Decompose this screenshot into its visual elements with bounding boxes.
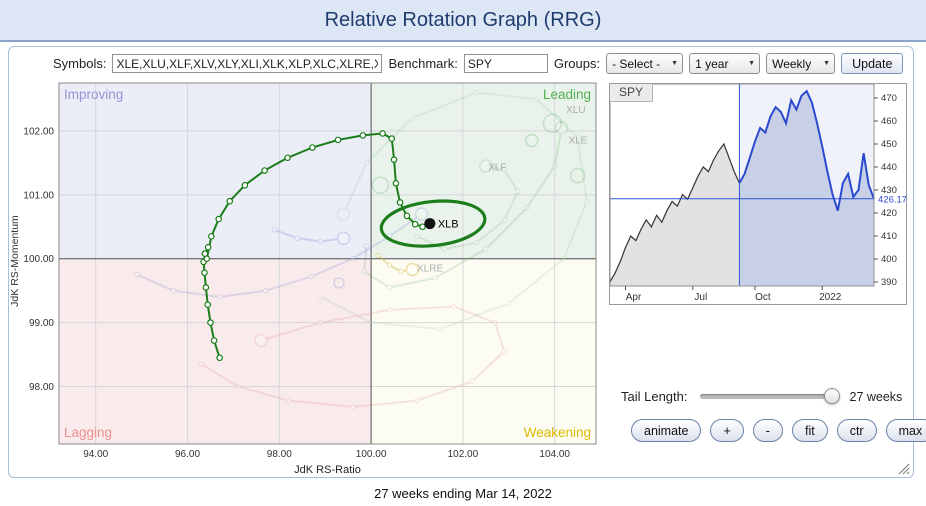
spy-symbol-label: SPY — [610, 84, 654, 102]
tail-length-slider[interactable] — [699, 388, 840, 404]
rrg-chart[interactable]: JdK RS-Momentum 94.00 96.00 98.00 100.00 102… — [9, 77, 617, 485]
svg-text:98.00: 98.00 — [267, 449, 292, 460]
svg-text:Jul: Jul — [694, 292, 707, 303]
faded-symbol-label: XLE — [568, 136, 587, 147]
rrg-x-axis-label: JdK RS-Ratio — [294, 464, 361, 476]
benchmark-input[interactable] — [463, 54, 548, 73]
svg-text:420: 420 — [881, 208, 897, 219]
svg-text:96.00: 96.00 — [175, 449, 200, 460]
faded-symbol-label: XLRE — [417, 263, 443, 274]
svg-text:470: 470 — [881, 93, 897, 104]
svg-text:410: 410 — [881, 231, 897, 242]
svg-text:460: 460 — [881, 116, 897, 127]
groups-select[interactable]: - Select - ▼ — [606, 53, 684, 74]
faded-trail — [134, 207, 429, 300]
period-select-value: 1 year — [695, 56, 729, 71]
spy-svg: 470 460 450 440 430 420 410 400 390 426.17 Apr Jul O… — [610, 84, 906, 303]
frequency-select-value: Weekly — [772, 56, 812, 71]
chevron-down-icon: ▼ — [823, 60, 831, 67]
faded-trail — [272, 227, 351, 246]
spy-line-tail — [738, 89, 875, 212]
period-select[interactable]: 1 year ▼ — [689, 53, 761, 74]
xlb-marker[interactable] — [424, 218, 436, 230]
main-panel: Symbols: Benchmark: Groups: - Select - ▼… — [8, 46, 926, 478]
quadrant-label-weakening: Weakening — [524, 425, 591, 440]
groups-label: Groups: — [553, 56, 601, 71]
rrg-svg[interactable]: 94.00 96.00 98.00 100.00 102.00 104.00 102.00 1… — [17, 77, 609, 482]
tail-length-slider-handle[interactable] — [823, 388, 840, 404]
center-button[interactable]: ctr — [836, 419, 877, 442]
svg-text:2022: 2022 — [819, 292, 842, 303]
svg-text:102.00: 102.00 — [23, 126, 54, 137]
groups-select-value: - Select - — [612, 56, 661, 71]
zoom-out-button[interactable]: - — [752, 419, 783, 442]
svg-text:100.00: 100.00 — [356, 449, 387, 460]
quadrant-label-lagging: Lagging — [64, 425, 112, 440]
chevron-down-icon: ▼ — [748, 60, 756, 67]
toolbar: Symbols: Benchmark: Groups: - Select - ▼… — [53, 53, 904, 74]
chevron-down-icon: ▼ — [671, 60, 679, 67]
tail-length-value: 27 weeks — [849, 389, 903, 404]
svg-text:440: 440 — [881, 162, 897, 173]
quadrant-label-leading: Leading — [543, 87, 591, 102]
frequency-select[interactable]: Weekly ▼ — [766, 53, 836, 74]
spy-chart[interactable]: 470 460 450 440 430 420 410 400 390 426.17 Apr Jul O… — [609, 83, 907, 305]
resize-handle[interactable] — [897, 462, 910, 475]
svg-text:99.00: 99.00 — [29, 318, 54, 329]
tail-length-label: Tail Length: — [621, 389, 688, 404]
app-header: Relative Rotation Graph (RRG) — [0, 0, 926, 42]
xlb-highlight-ring — [379, 199, 487, 248]
svg-text:100.00: 100.00 — [23, 254, 54, 265]
symbols-input[interactable] — [112, 54, 383, 73]
faded-trail — [317, 89, 590, 332]
svg-text:104.00: 104.00 — [539, 449, 570, 460]
svg-text:Apr: Apr — [626, 292, 642, 303]
faded-trail — [198, 303, 507, 410]
faded-trail — [375, 252, 420, 277]
benchmark-label: Benchmark: — [388, 56, 458, 71]
fit-button[interactable]: fit — [791, 419, 828, 442]
faded-symbol-label: XLF — [488, 163, 506, 174]
xlb-label: XLB — [438, 219, 459, 231]
quadrant-label-improving: Improving — [64, 87, 123, 102]
spy-area-tail — [739, 91, 874, 286]
svg-text:400: 400 — [881, 254, 897, 265]
quadrant-weakening — [371, 258, 596, 444]
animate-button[interactable]: animate — [631, 419, 702, 442]
spy-line-history — [610, 142, 740, 283]
zoom-in-button[interactable]: + — [710, 419, 744, 442]
quadrant-lagging — [59, 258, 372, 444]
faded-trail — [361, 120, 569, 291]
svg-text:430: 430 — [881, 185, 897, 196]
quadrant-leading — [371, 83, 596, 259]
tail-length-control: Tail Length: 27 weeks — [621, 388, 903, 404]
faded-symbol-label: XLU — [566, 105, 585, 116]
faded-trail — [414, 159, 521, 252]
svg-text:94.00: 94.00 — [83, 449, 108, 460]
svg-text:98.00: 98.00 — [29, 382, 54, 393]
max-button[interactable]: max — [885, 419, 926, 442]
svg-text:Oct: Oct — [755, 292, 771, 303]
last-price-label: 426.17 — [878, 194, 906, 205]
page-title: Relative Rotation Graph (RRG) — [324, 9, 602, 31]
svg-text:450: 450 — [881, 139, 897, 150]
xlb-trail[interactable]: XLB — [200, 130, 459, 362]
svg-text:390: 390 — [881, 277, 897, 288]
update-button[interactable]: Update — [841, 53, 904, 74]
chart-controls: animate + - fit ctr max — [631, 419, 926, 442]
symbols-label: Symbols: — [53, 56, 107, 71]
svg-text:102.00: 102.00 — [448, 449, 479, 460]
footer-caption: 27 weeks ending Mar 14, 2022 — [374, 486, 552, 501]
quadrant-improving — [59, 83, 372, 259]
spy-area-history — [610, 144, 740, 286]
svg-text:101.00: 101.00 — [23, 190, 54, 201]
